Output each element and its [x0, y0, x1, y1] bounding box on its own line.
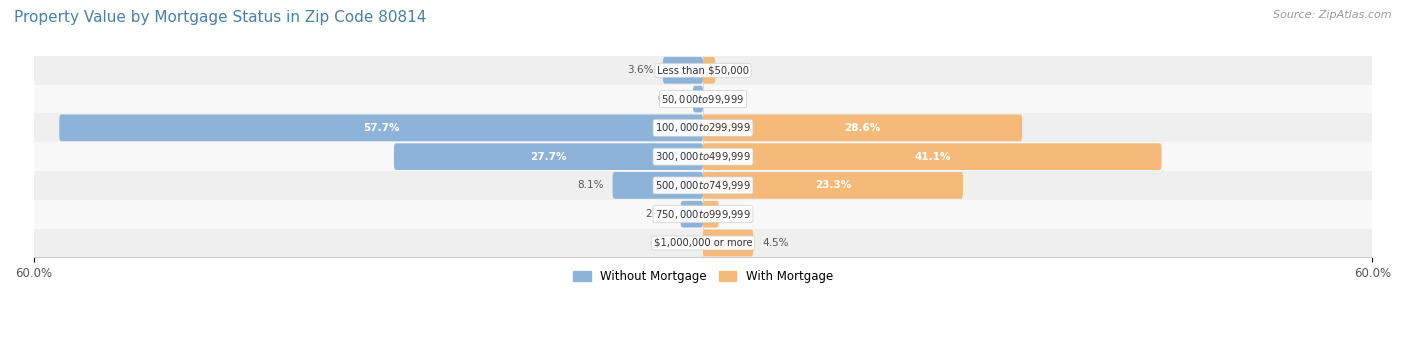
Text: 27.7%: 27.7%: [530, 152, 567, 162]
Text: $100,000 to $299,999: $100,000 to $299,999: [655, 121, 751, 134]
Bar: [34, 200, 1372, 228]
Text: 0.0%: 0.0%: [668, 238, 695, 248]
Text: 3.6%: 3.6%: [627, 65, 654, 75]
Text: 1.1%: 1.1%: [724, 65, 751, 75]
Text: $300,000 to $499,999: $300,000 to $499,999: [655, 150, 751, 163]
Text: 28.6%: 28.6%: [845, 123, 880, 133]
FancyBboxPatch shape: [703, 201, 718, 227]
Bar: [34, 114, 1372, 142]
Text: $750,000 to $999,999: $750,000 to $999,999: [655, 208, 751, 221]
Text: 41.1%: 41.1%: [914, 152, 950, 162]
FancyBboxPatch shape: [703, 229, 754, 256]
FancyBboxPatch shape: [59, 115, 703, 141]
Text: $500,000 to $749,999: $500,000 to $749,999: [655, 179, 751, 192]
Bar: [34, 85, 1372, 114]
FancyBboxPatch shape: [703, 172, 963, 199]
Text: 8.1%: 8.1%: [578, 180, 603, 190]
Text: 0.0%: 0.0%: [711, 94, 738, 104]
Text: $1,000,000 or more: $1,000,000 or more: [654, 238, 752, 248]
FancyBboxPatch shape: [681, 201, 703, 227]
FancyBboxPatch shape: [394, 143, 703, 170]
Text: Source: ZipAtlas.com: Source: ZipAtlas.com: [1274, 10, 1392, 20]
Legend: Without Mortgage, With Mortgage: Without Mortgage, With Mortgage: [568, 265, 838, 288]
FancyBboxPatch shape: [662, 57, 703, 84]
Text: $50,000 to $99,999: $50,000 to $99,999: [661, 93, 745, 106]
FancyBboxPatch shape: [703, 115, 1022, 141]
Text: 23.3%: 23.3%: [815, 180, 851, 190]
Bar: [34, 142, 1372, 171]
FancyBboxPatch shape: [693, 86, 703, 113]
Text: 4.5%: 4.5%: [762, 238, 789, 248]
Bar: [34, 171, 1372, 200]
Text: 0.9%: 0.9%: [658, 94, 685, 104]
Bar: [34, 56, 1372, 85]
Text: Property Value by Mortgage Status in Zip Code 80814: Property Value by Mortgage Status in Zip…: [14, 10, 426, 25]
Text: 2.0%: 2.0%: [645, 209, 672, 219]
Text: Less than $50,000: Less than $50,000: [657, 65, 749, 75]
Bar: [34, 228, 1372, 257]
FancyBboxPatch shape: [613, 172, 703, 199]
FancyBboxPatch shape: [703, 57, 716, 84]
FancyBboxPatch shape: [703, 143, 1161, 170]
Text: 57.7%: 57.7%: [363, 123, 399, 133]
Text: 1.4%: 1.4%: [727, 209, 754, 219]
